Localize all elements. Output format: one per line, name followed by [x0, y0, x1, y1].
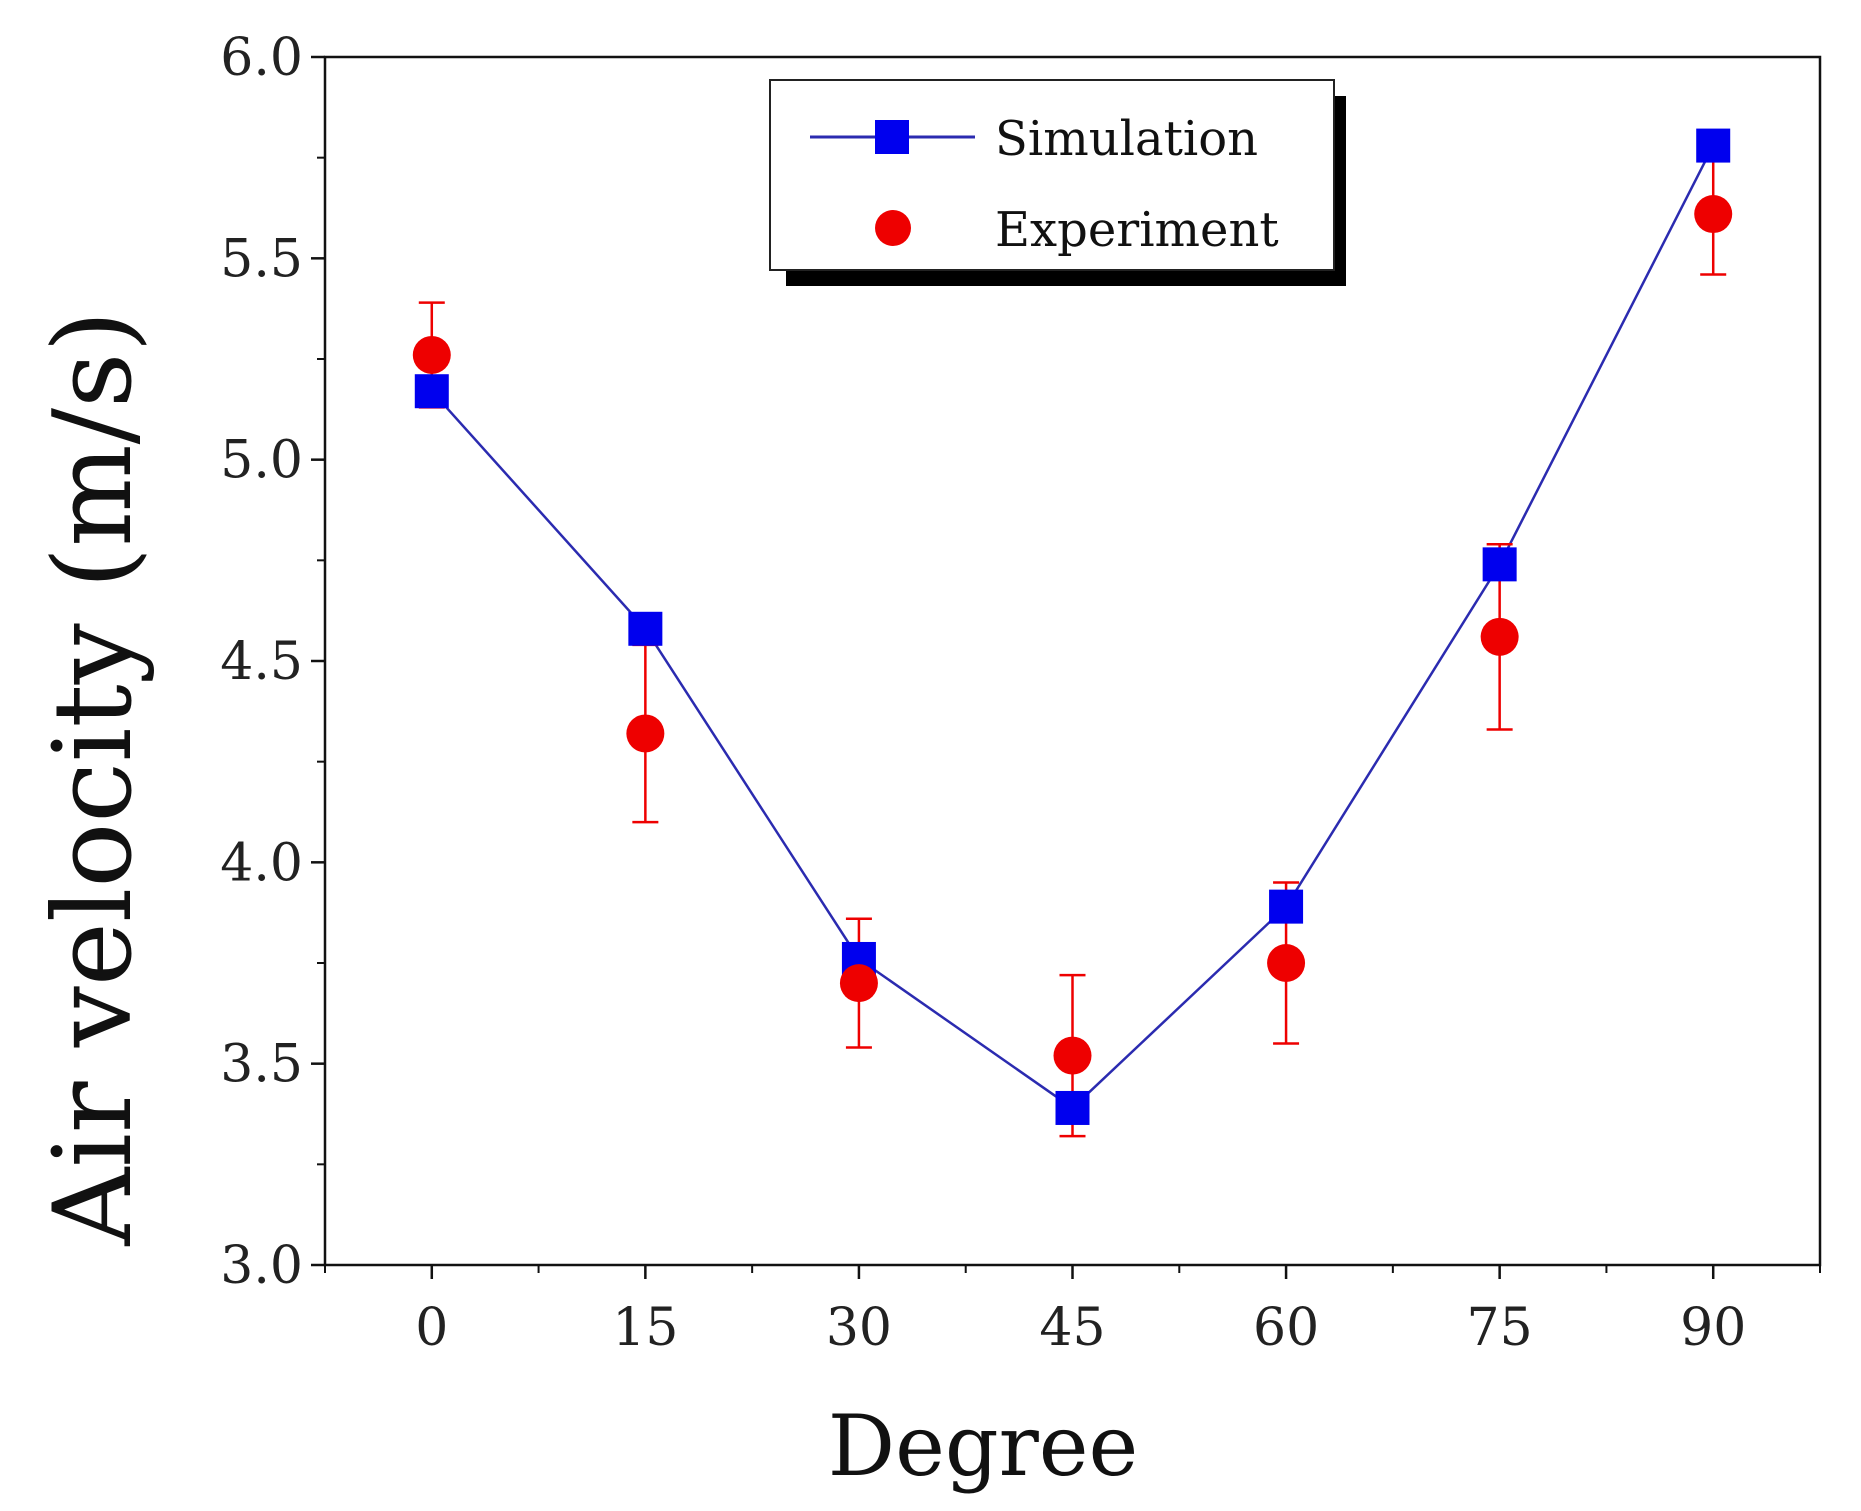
- experiment-point: [1694, 195, 1732, 233]
- simulation-point: [628, 612, 662, 646]
- simulation-point: [1483, 547, 1517, 581]
- y-axis-title: Air velocity (m/s): [31, 310, 156, 1246]
- y-tick-label: 5.5: [220, 229, 303, 289]
- experiment-point: [1054, 1037, 1092, 1075]
- simulation-point: [1696, 129, 1730, 163]
- x-tick-label: 15: [612, 1298, 678, 1358]
- x-axis-title: Degree: [828, 1397, 1138, 1495]
- experiment-point: [840, 964, 878, 1002]
- experiment-point: [413, 336, 451, 374]
- legend-simulation-label: Simulation: [995, 111, 1258, 167]
- x-tick-label: 0: [415, 1298, 448, 1358]
- experiment-point: [1481, 618, 1519, 656]
- legend-experiment-label: Experiment: [995, 202, 1279, 258]
- x-axis-ticks: 0 15 30 45 60 75 90: [325, 1265, 1820, 1358]
- y-axis-ticks: 3.0 3.5 4.0 4.5 5.0 5.5 6.0: [220, 28, 325, 1296]
- simulation-point: [1269, 890, 1303, 924]
- simulation-point: [1056, 1091, 1090, 1125]
- experiment-marker-layer: [413, 195, 1732, 1075]
- simulation-line-layer: [432, 146, 1713, 1108]
- y-tick-label: 3.5: [220, 1035, 303, 1095]
- legend-simulation-marker: [875, 120, 909, 154]
- experiment-point: [1267, 944, 1305, 982]
- legend: Simulation Experiment: [770, 80, 1346, 286]
- x-tick-label: 60: [1253, 1298, 1319, 1358]
- x-tick-label: 45: [1039, 1298, 1105, 1358]
- y-tick-label: 6.0: [220, 28, 303, 88]
- y-tick-label: 3.0: [220, 1236, 303, 1296]
- experiment-error-bar-layer: [419, 154, 1726, 1137]
- experiment-point: [626, 714, 664, 752]
- x-tick-label: 90: [1680, 1298, 1746, 1358]
- x-tick-label: 30: [826, 1298, 892, 1358]
- y-tick-label: 4.0: [220, 833, 303, 893]
- simulation-point: [415, 374, 449, 408]
- y-tick-label: 4.5: [220, 632, 303, 692]
- x-tick-label: 75: [1467, 1298, 1533, 1358]
- legend-experiment-marker: [875, 210, 911, 246]
- simulation-series-line: [432, 146, 1713, 1108]
- y-tick-label: 5.0: [220, 431, 303, 491]
- chart: 0 15 30 45 60 75 90 3.0 3.5 4.0 4.5 5.0 5.5 6.0 Degr…: [0, 0, 1861, 1511]
